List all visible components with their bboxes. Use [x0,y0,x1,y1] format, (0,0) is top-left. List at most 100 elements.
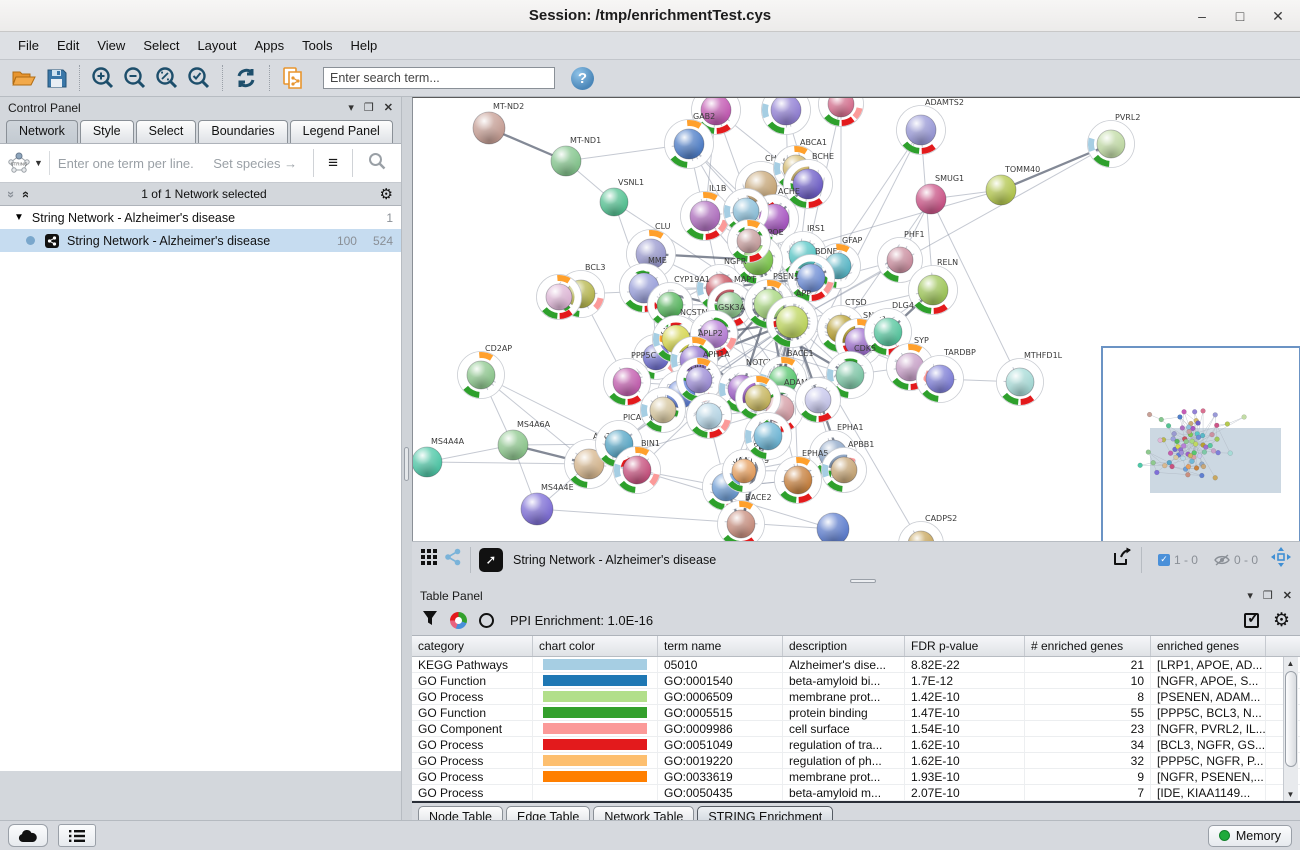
horizontal-splitter[interactable] [412,577,1300,585]
grid-view-icon[interactable] [420,548,438,571]
network-node-phf1[interactable]: PHF1 [877,230,925,283]
scroll-up-icon[interactable]: ▲ [1286,659,1295,668]
network-node-reln[interactable]: RELN [908,258,959,315]
tab-style[interactable]: Style [79,120,134,143]
memory-button[interactable]: Memory [1207,824,1292,847]
column-header-description[interactable]: description [783,636,905,656]
zoom-in-icon[interactable] [87,63,119,93]
search-input[interactable] [323,67,555,89]
table-row[interactable]: GO Process GO:0019220 regulation of ph... 1… [412,753,1300,769]
menu-view[interactable]: View [97,38,126,53]
network-options-gear-icon[interactable]: ⚙ [379,186,393,203]
table-close-icon[interactable]: ✕ [1282,590,1292,602]
network-node[interactable] [536,274,582,320]
scrollbar-thumb[interactable] [1285,671,1297,767]
network-node-pvrl2[interactable]: PVRL2 [1087,113,1141,168]
table-row[interactable]: GO Process GO:0033619 membrane prot... 1.93… [412,769,1300,785]
string-options-icon[interactable]: ≡ [328,153,338,172]
network-node-ms4a4a[interactable]: MS4A4A [413,437,465,478]
table-row[interactable]: GO Component GO:0009986 cell surface 1.54E-… [412,721,1300,737]
network-graph[interactable]: MT-ND2 MT-ND1 VSNL1 GAB2 ADAMTS2 PVRL2 TOMM40 S… [413,98,1300,541]
open-file-icon[interactable] [8,63,40,93]
zoom-fit-icon[interactable] [151,63,183,93]
birdseye-toggle-icon[interactable] [1270,546,1292,573]
remove-chart-icon[interactable] [479,613,494,628]
menu-apps[interactable]: Apps [254,38,285,53]
network-node-bche[interactable]: BCHE [783,152,835,209]
network-node[interactable] [640,387,686,433]
tab-network[interactable]: Network [6,120,78,143]
network-node[interactable] [818,98,864,127]
menu-tools[interactable]: Tools [302,38,333,53]
set-species-link[interactable]: Set species → [213,155,298,171]
network-node-adamts2[interactable]: ADAMTS2 [896,98,964,155]
network-node-tomm40[interactable]: TOMM40 [985,165,1040,206]
column-header-enriched-genes[interactable]: enriched genes [1151,636,1266,656]
filter-icon[interactable] [422,610,438,631]
network-node[interactable] [735,375,781,421]
zoom-selected-icon[interactable] [183,63,215,93]
table-row[interactable]: KEGG Pathways 05010 Alzheimer's dise... 8.8… [412,657,1300,673]
birdseye-view[interactable] [1101,346,1300,541]
network-node-tardbp[interactable]: TARDBP [916,348,976,403]
tab-boundaries[interactable]: Boundaries [198,120,288,143]
close-button[interactable]: ✕ [1272,7,1284,24]
network-node-gab2[interactable]: GAB2 [664,112,716,169]
export-view-icon[interactable] [1111,546,1133,573]
network-node-ms4a4e[interactable]: MS4A4E [520,483,574,526]
select-terms-icon[interactable] [1243,609,1260,628]
detach-view-button[interactable]: ➚ [479,547,503,572]
network-row[interactable]: String Network - Alzheimer's disease 100… [0,229,401,252]
network-node-cadps2[interactable]: CADPS2 [898,514,958,541]
network-node-dlg4[interactable]: DLG4 [864,301,914,356]
scroll-down-icon[interactable]: ▼ [1286,790,1295,799]
tab-select[interactable]: Select [135,120,197,143]
network-canvas[interactable]: MT-ND2 MT-ND1 VSNL1 GAB2 ADAMTS2 PVRL2 TOMM40 S… [412,97,1300,541]
network-node[interactable] [761,98,811,135]
menu-select[interactable]: Select [143,38,180,53]
network-node-bin1[interactable]: BIN1 [613,439,661,494]
panel-close-icon[interactable]: ✕ [383,102,393,114]
panel-collapse-icon[interactable]: ▾ [348,102,354,114]
tab-legend-panel[interactable]: Legend Panel [289,120,393,143]
network-node[interactable] [795,377,841,423]
string-search-icon[interactable] [359,151,395,176]
table-row[interactable]: GO Process GO:0006509 membrane prot... 1.42… [412,689,1300,705]
network-node-cyp19a1[interactable]: CYP19A1 [647,275,710,328]
zoom-out-icon[interactable] [119,63,151,93]
menu-layout[interactable]: Layout [197,38,237,53]
network-node-ms4a6a[interactable]: MS4A6A [497,420,551,461]
network-node-mthfd1l[interactable]: MTHFD1L [996,351,1063,406]
network-node-cd2ap[interactable]: CD2AP [457,344,513,399]
help-icon[interactable]: ? [571,66,594,90]
network-node-vsnl1[interactable]: VSNL1 [599,178,644,217]
network-node[interactable] [691,98,741,135]
network-node[interactable] [744,412,792,460]
network-node-clu[interactable]: CLU [626,222,676,279]
cloud-button[interactable] [8,824,48,847]
minimize-button[interactable]: – [1198,8,1206,24]
chart-settings-icon[interactable] [450,612,467,629]
menu-file[interactable]: File [18,38,39,53]
network-node-bace2[interactable]: BACE2 [717,493,772,541]
table-row[interactable]: GO Process GO:0051049 regulation of tra...… [412,737,1300,753]
export-network-icon[interactable] [277,63,309,93]
menu-help[interactable]: Help [350,38,378,53]
network-node-apbb1[interactable]: APBB1 [821,440,875,493]
table-row[interactable]: GO Function GO:0005515 protein binding 1.47… [412,705,1300,721]
tree-expander-icon[interactable]: ▼ [14,212,24,223]
menu-edit[interactable]: Edit [56,38,80,53]
table-scrollbar[interactable]: ▲ ▼ [1283,657,1298,801]
column-header-category[interactable]: category [412,636,533,656]
column-header-chart-color[interactable]: chart color [533,636,658,656]
panel-float-icon[interactable]: ❒ [363,102,374,114]
network-node[interactable] [686,393,732,439]
network-node-epha5[interactable]: EPHA5 [774,449,829,504]
network-share-icon[interactable] [444,548,462,571]
column-header-term-name[interactable]: term name [658,636,783,656]
network-node-mt-nd1[interactable]: MT-ND1 [550,136,601,177]
table-float-icon[interactable]: ❒ [1262,590,1273,602]
expand-all-icon[interactable]: » [17,190,33,198]
network-node-app[interactable]: APP [766,289,818,348]
save-session-icon[interactable] [40,63,72,93]
